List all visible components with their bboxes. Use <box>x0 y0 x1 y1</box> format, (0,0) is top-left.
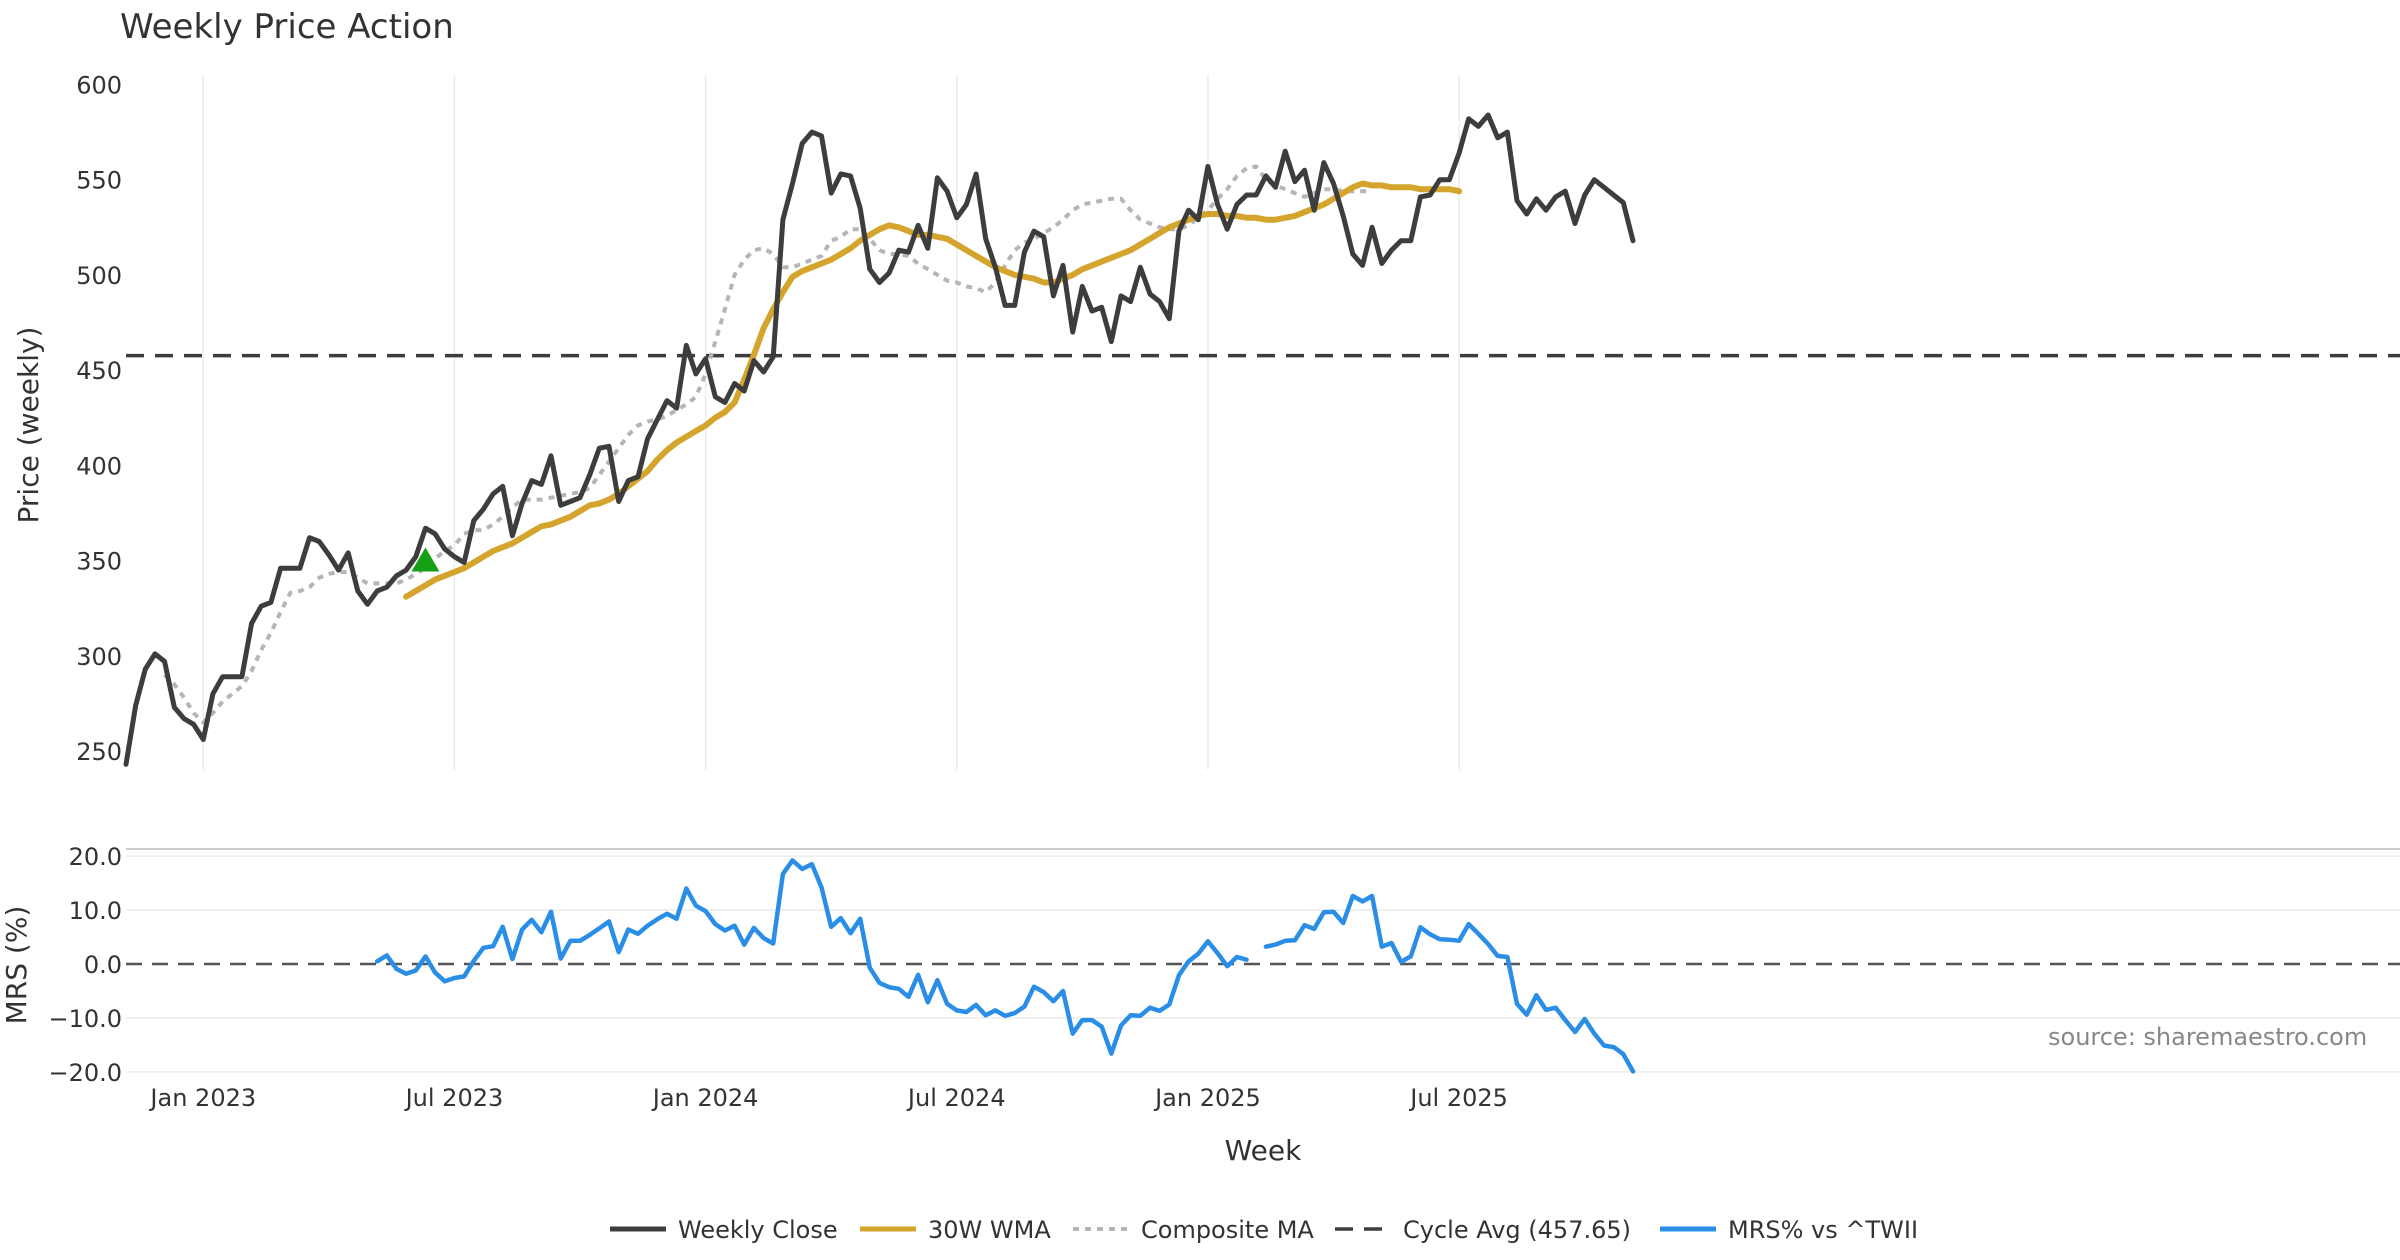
legend-item: Weekly Close <box>610 1216 838 1244</box>
legend: Weekly Close 30W WMA Composite MA Cycle Avg… <box>610 1216 1918 1244</box>
price-y-tick-label: 350 <box>76 548 122 576</box>
x-tick-label: Jul 2025 <box>1408 1084 1508 1112</box>
legend-label: Weekly Close <box>678 1216 838 1244</box>
source-note: source: sharemaestro.com <box>2048 1023 2367 1051</box>
x-tick-label: Jan 2025 <box>1153 1084 1261 1112</box>
mrs-line <box>374 858 1636 1074</box>
x-axis-label: Week <box>1225 1134 1302 1167</box>
price-y-tick-label: 600 <box>76 72 122 100</box>
mrs-y-tick-label: 0.0 <box>84 951 122 979</box>
x-tick-label: Jul 2024 <box>906 1084 1006 1112</box>
price-panel: 250 300 350 400 450 500 550 600 <box>76 72 2400 770</box>
legend-label: Cycle Avg (457.65) <box>1403 1216 1631 1244</box>
mrs-y-tick-label: −20.0 <box>48 1059 122 1087</box>
price-y-tick-label: 300 <box>76 643 122 671</box>
mrs-y-tick-label: 20.0 <box>69 843 122 871</box>
buy-signal-marker <box>411 547 440 572</box>
mrs-y-tick-label: 10.0 <box>69 897 122 925</box>
legend-item: 30W WMA <box>860 1216 1051 1244</box>
price-y-axis-label: Price (weekly) <box>12 327 45 524</box>
legend-item: MRS% vs ^TWII <box>1660 1216 1918 1244</box>
weekly-close-line <box>123 112 1636 767</box>
legend-item: Cycle Avg (457.65) <box>1335 1216 1631 1244</box>
mrs-y-axis-label: MRS (%) <box>0 906 33 1025</box>
legend-label: 30W WMA <box>928 1216 1051 1244</box>
price-y-tick-label: 400 <box>76 452 122 480</box>
price-y-tick-label: 450 <box>76 357 122 385</box>
price-y-tick-label: 550 <box>76 167 122 195</box>
chart-title: Weekly Price Action <box>120 7 454 47</box>
x-tick-label: Jan 2024 <box>651 1084 759 1112</box>
mrs-panel: 20.0 10.0 0.0 −10.0 −20.0 <box>48 843 2400 1087</box>
price-y-tick-label: 500 <box>76 262 122 290</box>
x-axis: Jan 2023 Jul 2023 Jan 2024 Jul 2024 Jan 2025… <box>148 1084 1507 1112</box>
price-y-tick-label: 250 <box>76 738 122 766</box>
x-tick-label: Jul 2023 <box>404 1084 504 1112</box>
legend-label: Composite MA <box>1141 1216 1314 1244</box>
x-tick-label: Jan 2023 <box>148 1084 256 1112</box>
mrs-y-tick-label: −10.0 <box>48 1005 122 1033</box>
wma-30-line <box>403 180 1463 600</box>
legend-item: Composite MA <box>1073 1216 1314 1244</box>
legend-label: MRS% vs ^TWII <box>1728 1216 1918 1244</box>
